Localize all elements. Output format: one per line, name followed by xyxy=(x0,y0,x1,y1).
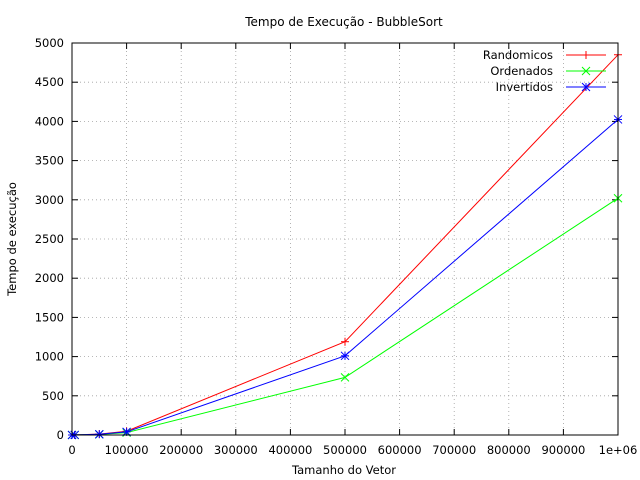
y-tick-label: 3000 xyxy=(35,193,64,207)
y-tick-label: 4000 xyxy=(35,114,64,128)
data-point-randomicos xyxy=(341,337,349,346)
series-layer xyxy=(67,50,623,440)
legend-label-invertidos: Invertidos xyxy=(496,80,553,94)
y-tick-label: 4500 xyxy=(35,75,64,89)
legend-marker-randomicos xyxy=(582,51,590,59)
x-tick-label: 300000 xyxy=(214,443,258,457)
legend-label-ordenados: Ordenados xyxy=(490,64,553,78)
x-tick-label: 400000 xyxy=(268,443,312,457)
y-tick-label: 1000 xyxy=(35,350,64,364)
chart-title: Tempo de Execução - BubbleSort xyxy=(244,15,443,29)
y-tick-label: 2500 xyxy=(35,232,64,246)
x-tick-label: 100000 xyxy=(105,443,149,457)
legend-label-randomicos: Randomicos xyxy=(483,48,553,62)
x-tick-label: 200000 xyxy=(159,443,203,457)
x-tick-label: 0 xyxy=(68,443,75,457)
grid-layer xyxy=(72,43,618,435)
legend-marker-ordenados xyxy=(581,66,591,76)
y-axis-label: Tempo de execução xyxy=(5,182,19,297)
data-point-invertidos xyxy=(340,351,350,361)
x-tick-label: 800000 xyxy=(487,443,531,457)
y-tick-label: 500 xyxy=(42,389,64,403)
y-tick-label: 3500 xyxy=(35,154,64,168)
x-tick-label: 600000 xyxy=(378,443,422,457)
x-tick-label: 700000 xyxy=(432,443,476,457)
x-tick-label: 900000 xyxy=(541,443,585,457)
x-tick-label: 500000 xyxy=(323,443,367,457)
y-tick-label: 0 xyxy=(57,428,64,442)
plot-frame xyxy=(71,42,619,436)
y-tick-label: 2000 xyxy=(35,271,64,285)
y-tick-label: 1500 xyxy=(35,310,64,324)
axis-layer: 0 500 1000 1500 2000 2500 3000 3500 4000 4500 5000… xyxy=(35,36,638,457)
data-point-ordenados xyxy=(340,373,350,382)
legend-marker-invertidos xyxy=(581,82,591,92)
x-tick-label: 1e+06 xyxy=(599,443,638,457)
data-point-invertidos xyxy=(94,429,104,439)
x-axis-label: Tamanho do Vetor xyxy=(291,463,396,477)
legend: Randomicos Ordenados Invertidos xyxy=(483,48,606,94)
y-tick-label: 5000 xyxy=(35,36,64,50)
